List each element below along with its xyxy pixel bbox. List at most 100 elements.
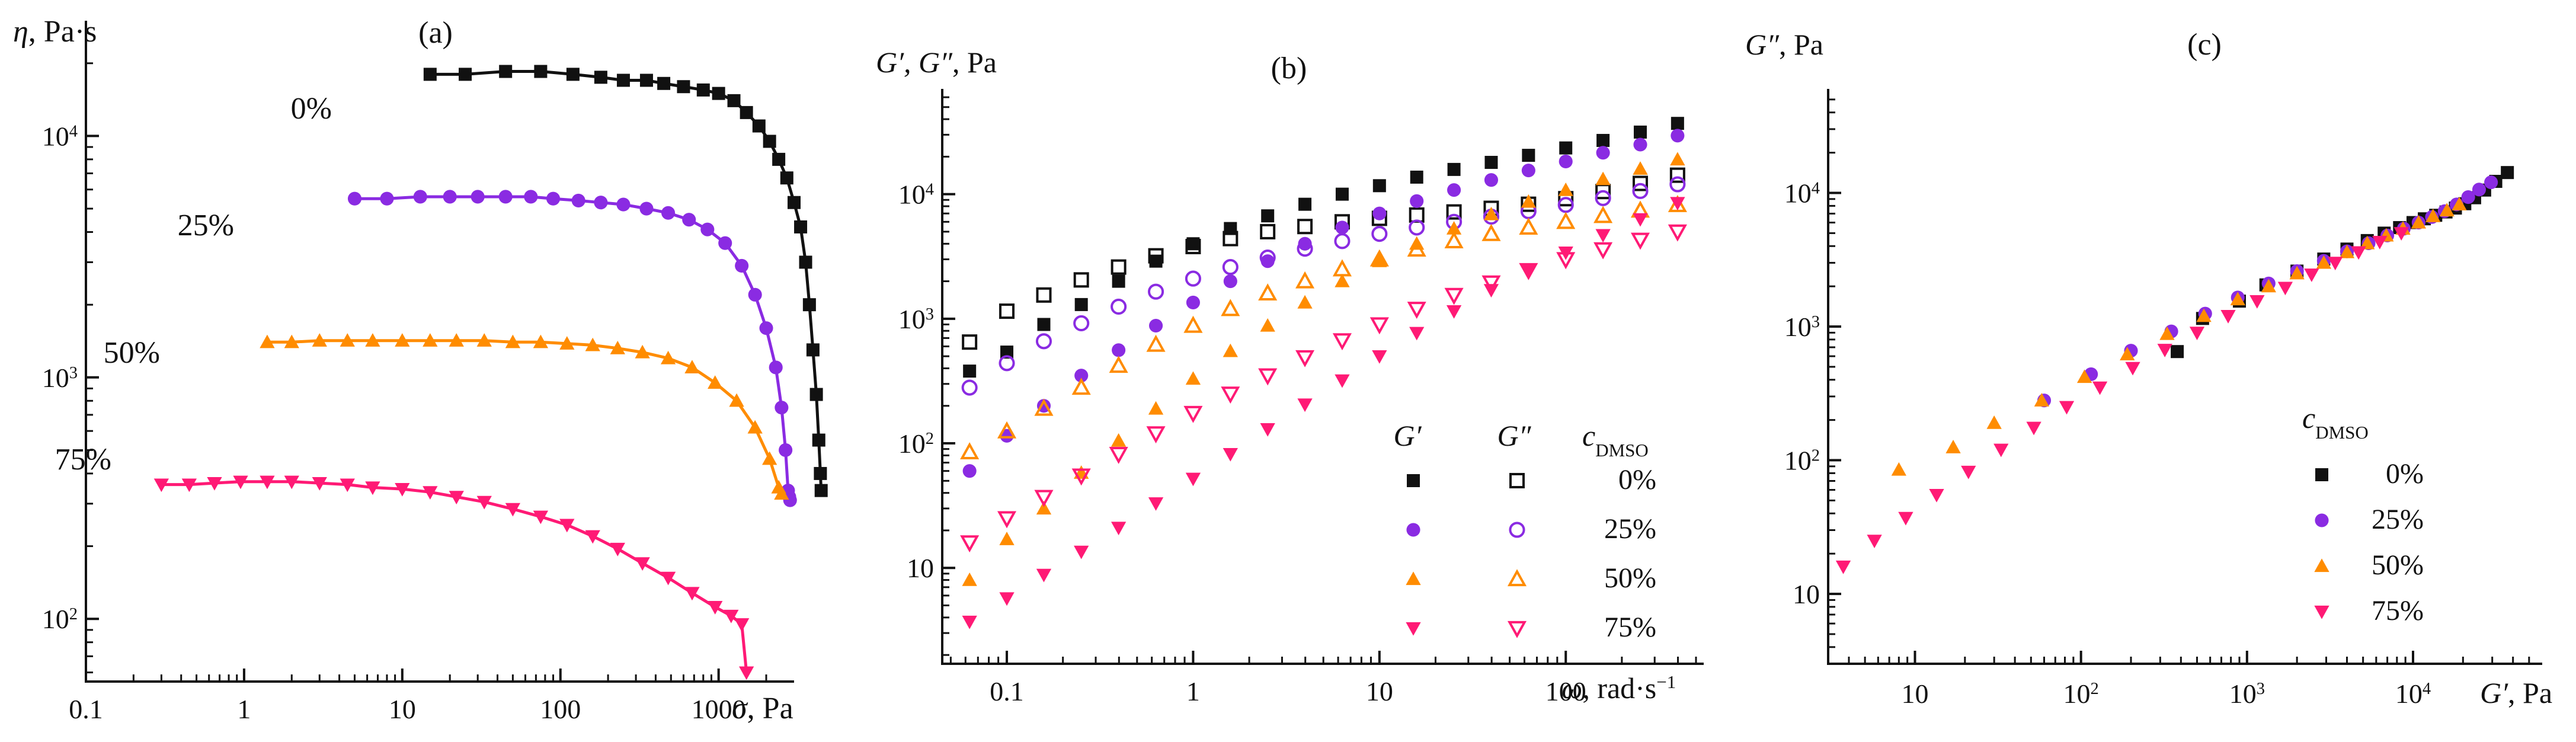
data-point bbox=[1295, 350, 1315, 367]
data-point bbox=[2316, 255, 2332, 269]
data-point bbox=[1669, 167, 1685, 183]
legend-label-c: 25% bbox=[2372, 504, 2424, 535]
legend-marker-open bbox=[1507, 569, 1527, 587]
data-point bbox=[2120, 347, 2135, 360]
data-point bbox=[443, 190, 457, 204]
data-point bbox=[2034, 393, 2050, 407]
data-point bbox=[677, 80, 690, 94]
data-point bbox=[1409, 327, 1425, 341]
data-point bbox=[2189, 327, 2205, 340]
data-point bbox=[700, 222, 715, 236]
data-point bbox=[1410, 194, 1424, 208]
data-point bbox=[1260, 318, 1275, 332]
data-point bbox=[2339, 244, 2355, 258]
y-tick-label-a: 103 bbox=[42, 363, 78, 393]
y-tick-label-c: 104 bbox=[1784, 178, 1820, 208]
data-point bbox=[1221, 386, 1240, 404]
data-point bbox=[1446, 204, 1462, 220]
data-point bbox=[961, 379, 978, 396]
series-label-a: 25% bbox=[178, 209, 234, 242]
panel-c: 10 102 103 104 10 102 103 104 G″, Pa G′, Pa (c) cDM… bbox=[1745, 28, 2552, 709]
data-point bbox=[660, 571, 676, 586]
x-tick-label-c: 104 bbox=[2395, 679, 2431, 709]
data-point bbox=[1109, 356, 1128, 373]
series-b-G25 bbox=[961, 176, 1686, 396]
legend-marker-filled bbox=[1407, 474, 1420, 487]
data-point bbox=[2372, 236, 2388, 250]
data-point bbox=[1146, 426, 1166, 444]
data-point bbox=[814, 484, 828, 497]
data-point bbox=[585, 337, 600, 351]
data-point bbox=[2026, 421, 2041, 436]
data-point bbox=[1484, 173, 1499, 187]
data-point bbox=[999, 532, 1015, 545]
data-point bbox=[1593, 206, 1613, 223]
series-c-50pct bbox=[1891, 197, 2467, 476]
data-point bbox=[1297, 295, 1313, 309]
legend-marker-c bbox=[2314, 558, 2329, 573]
data-point bbox=[1183, 315, 1203, 333]
data-point bbox=[610, 542, 625, 556]
data-point bbox=[997, 511, 1017, 529]
axes-frame-b bbox=[941, 89, 1704, 665]
data-point bbox=[2171, 345, 2184, 359]
legend-label-b: 75% bbox=[1604, 612, 1656, 643]
data-point bbox=[1484, 155, 1498, 169]
data-point bbox=[1112, 343, 1126, 357]
y-tick-label-a: 102 bbox=[42, 604, 78, 634]
series-label-a: 50% bbox=[104, 336, 160, 370]
x-tick-label-a: 0.1 bbox=[69, 694, 103, 724]
data-point bbox=[772, 152, 786, 166]
data-point bbox=[1186, 295, 1200, 309]
data-point bbox=[1372, 206, 1387, 220]
x-tick-label-b: 10 bbox=[1366, 676, 1393, 706]
legend-marker-filled bbox=[1406, 571, 1421, 586]
axes-frame-c bbox=[1827, 89, 2542, 665]
data-point bbox=[799, 255, 812, 269]
data-point bbox=[1036, 501, 1052, 515]
data-point bbox=[1522, 149, 1535, 162]
data-point bbox=[1945, 440, 1961, 453]
data-point bbox=[1371, 226, 1388, 242]
data-point bbox=[2261, 279, 2276, 293]
data-point bbox=[476, 333, 492, 347]
y-axis-label-a: η, Pa·s bbox=[13, 15, 97, 49]
data-point bbox=[1559, 154, 1573, 169]
data-point bbox=[181, 478, 197, 492]
x-axis-label-a: σ, Pa bbox=[732, 692, 793, 725]
data-point bbox=[1335, 374, 1350, 388]
data-point bbox=[639, 73, 653, 87]
data-point bbox=[571, 193, 585, 207]
data-point bbox=[1037, 318, 1051, 331]
data-point bbox=[533, 334, 549, 348]
legend-marker-filled bbox=[1406, 523, 1420, 537]
legend-b: G′ G″ cDMSO 0% 25% 50% 75% bbox=[1393, 419, 1656, 643]
data-point bbox=[1521, 194, 1537, 208]
data-point bbox=[616, 73, 630, 87]
data-point bbox=[585, 530, 600, 544]
data-point bbox=[1835, 560, 1851, 574]
data-point bbox=[1261, 209, 1275, 223]
data-point bbox=[1149, 318, 1163, 333]
data-point bbox=[729, 393, 744, 407]
data-point bbox=[735, 258, 749, 273]
data-point bbox=[153, 478, 169, 492]
data-point bbox=[505, 503, 521, 517]
data-point bbox=[2159, 326, 2175, 340]
panel-label-a: (a) bbox=[418, 16, 453, 50]
data-point bbox=[1036, 287, 1052, 303]
series-line bbox=[161, 480, 748, 673]
legend-label-c: 75% bbox=[2372, 595, 2424, 626]
data-point bbox=[1148, 401, 1164, 415]
data-point bbox=[2328, 257, 2343, 271]
data-point bbox=[1074, 298, 1088, 311]
data-point bbox=[1481, 275, 1501, 293]
data-point bbox=[1521, 164, 1535, 178]
data-point bbox=[1149, 254, 1163, 268]
data-point bbox=[2277, 282, 2293, 296]
data-point bbox=[809, 388, 823, 401]
data-point bbox=[1483, 206, 1499, 220]
data-point bbox=[1074, 545, 1089, 559]
data-point bbox=[1295, 271, 1315, 289]
data-point bbox=[962, 464, 977, 478]
